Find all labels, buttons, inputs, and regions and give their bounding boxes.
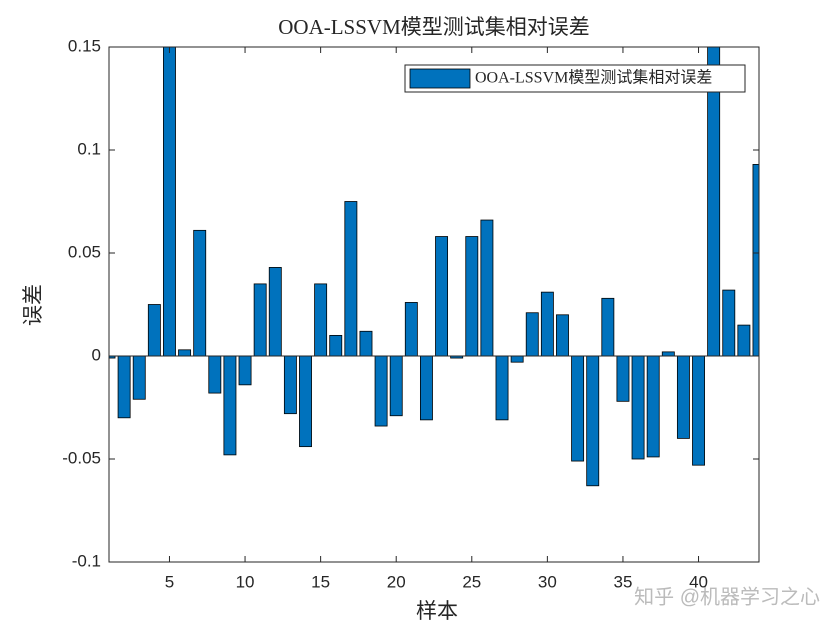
bar bbox=[510, 355, 524, 363]
bar bbox=[314, 283, 328, 357]
bar bbox=[646, 355, 660, 458]
bar bbox=[223, 355, 237, 456]
bar bbox=[268, 267, 282, 357]
bar bbox=[163, 47, 176, 357]
bar bbox=[495, 355, 509, 421]
bar bbox=[722, 289, 736, 357]
bar bbox=[178, 349, 192, 357]
x-tick-label: 25 bbox=[462, 572, 481, 591]
x-tick-label: 30 bbox=[538, 572, 557, 591]
bar bbox=[283, 355, 297, 415]
bar bbox=[147, 304, 161, 357]
x-tick-label: 15 bbox=[311, 572, 330, 591]
bar bbox=[480, 219, 494, 357]
bar bbox=[238, 355, 252, 386]
bar bbox=[359, 330, 373, 357]
bar bbox=[299, 355, 312, 448]
y-tick-label: 0.05 bbox=[68, 242, 101, 261]
bar bbox=[404, 302, 418, 357]
bar bbox=[707, 47, 721, 357]
bar bbox=[692, 355, 705, 466]
x-axis-label: 样本 bbox=[416, 599, 458, 623]
bar bbox=[132, 355, 146, 400]
y-tick-label: 0.1 bbox=[77, 139, 101, 158]
bar bbox=[344, 201, 358, 357]
bar bbox=[631, 355, 645, 460]
bar bbox=[193, 229, 207, 357]
bar bbox=[571, 355, 585, 462]
y-tick-label: -0.1 bbox=[72, 551, 101, 570]
bar bbox=[616, 355, 630, 402]
watermark: 知乎 @机器学习之心 bbox=[634, 585, 820, 608]
x-tick-label: 5 bbox=[165, 572, 174, 591]
bar bbox=[329, 334, 343, 357]
bar bbox=[737, 324, 751, 357]
axes-frame bbox=[108, 46, 760, 563]
plot-area bbox=[109, 47, 759, 487]
bar bbox=[752, 164, 759, 357]
chart-title: OOA-LSSVM模型测试集相对误差 bbox=[278, 15, 590, 39]
legend-label: OOA-LSSVM模型测试集相对误差 bbox=[475, 69, 712, 87]
x-tick-label: 10 bbox=[236, 572, 255, 591]
bar bbox=[661, 351, 675, 357]
bar bbox=[465, 236, 479, 357]
bar bbox=[676, 355, 690, 439]
bar bbox=[374, 355, 388, 427]
bar bbox=[435, 236, 449, 357]
bar bbox=[253, 283, 267, 357]
legend-swatch bbox=[409, 68, 471, 89]
y-tick-label: 0 bbox=[92, 345, 101, 364]
bar bbox=[540, 291, 554, 357]
y-tick-label: 0.15 bbox=[68, 36, 101, 55]
bar bbox=[525, 312, 539, 357]
bar bbox=[117, 355, 131, 419]
y-tick-label: -0.05 bbox=[62, 448, 101, 467]
bar bbox=[601, 297, 615, 357]
x-tick-label: 35 bbox=[613, 572, 632, 591]
y-axis-label: 误差 bbox=[21, 284, 45, 326]
x-tick-label: 20 bbox=[387, 572, 406, 591]
bar bbox=[208, 355, 222, 394]
bar bbox=[389, 355, 403, 417]
bar bbox=[586, 355, 600, 487]
x-tick-label: 40 bbox=[689, 572, 708, 591]
bar bbox=[419, 355, 433, 421]
bar bbox=[556, 314, 569, 357]
